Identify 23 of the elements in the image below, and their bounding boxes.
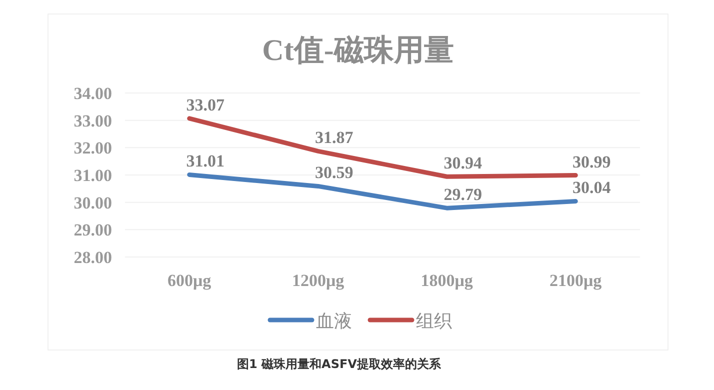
y-tick-label: 31.00	[74, 166, 112, 185]
data-label: 30.59	[315, 163, 354, 182]
data-label: 31.01	[186, 152, 224, 171]
data-label: 31.87	[315, 128, 354, 148]
y-tick-label: 32.00	[74, 138, 112, 158]
y-tick-label: 29.00	[74, 220, 112, 240]
x-tick-label: 1800μg	[420, 271, 474, 290]
x-tick-label: 1200μg	[292, 271, 345, 290]
caption: 图1 磁珠用量和ASFV提取效率的关系	[237, 357, 442, 371]
y-tick-label: 34.00	[74, 84, 112, 103]
chart-title: Ct值-磁珠用量	[262, 34, 454, 67]
x-tick-label: 2100μg	[550, 271, 602, 290]
y-tick-label: 30.00	[74, 193, 112, 212]
data-label: 29.79	[444, 185, 482, 204]
data-label: 30.04	[572, 178, 612, 198]
data-label: 33.07	[186, 95, 225, 114]
x-tick-label: 600μg	[168, 271, 212, 290]
legend-label: 组织	[416, 311, 452, 332]
legend-label: 血液	[316, 311, 352, 332]
data-label: 30.99	[572, 152, 611, 172]
y-tick-label: 33.00	[74, 111, 112, 130]
data-label: 30.94	[444, 154, 482, 173]
y-tick-label: 28.00	[74, 248, 112, 267]
